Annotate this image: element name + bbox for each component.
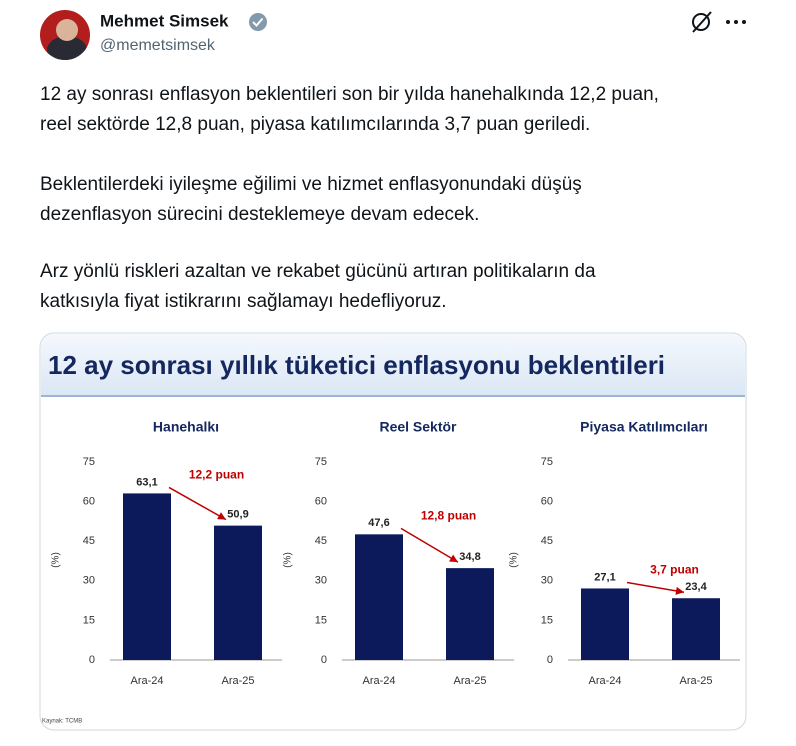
bar (672, 598, 720, 660)
x-tick-label: Ara-25 (221, 675, 254, 687)
chart-title: Hanehalkı (153, 419, 219, 435)
user-name[interactable]: Mehmet Simsek (100, 11, 229, 30)
y-tick-label: 30 (83, 575, 95, 587)
y-axis-label: (%) (283, 552, 294, 568)
x-tick-label: Ara-25 (679, 675, 712, 687)
image-title: 12 ay sonrası yıllık tüketici enflasyonu… (48, 350, 665, 380)
tweet-text: 12 ay sonrası enflasyon beklentileri son… (40, 84, 659, 312)
arrow-head (217, 512, 226, 520)
bar (123, 493, 171, 660)
y-tick-label: 45 (315, 535, 327, 547)
x-tick-label: Ara-24 (362, 675, 395, 687)
annotation-arrow (626, 581, 685, 593)
y-axis-label: (%) (51, 552, 62, 568)
text-line: dezenflasyon sürecini desteklemeye devam… (40, 204, 479, 225)
annotation-arrow (168, 486, 227, 521)
y-tick-label: 75 (315, 456, 327, 468)
chart-title: Reel Sektör (379, 419, 457, 435)
avatar[interactable] (40, 10, 90, 64)
x-tick-label: Ara-25 (453, 675, 486, 687)
y-tick-label: 0 (89, 654, 95, 666)
source-note: Kaynak: TCMB (42, 719, 82, 725)
y-tick-label: 15 (541, 614, 553, 626)
arrow-head (675, 586, 684, 595)
y-tick-label: 45 (541, 535, 553, 547)
grok-icon[interactable] (692, 11, 712, 33)
y-tick-label: 30 (315, 575, 327, 587)
annotation-arrow (400, 527, 459, 563)
value-label: 47,6 (368, 517, 389, 529)
y-axis-label: (%) (509, 552, 520, 568)
annotation: 12,2 puan (189, 468, 244, 482)
text-line: katkısıyla fiyat istikrarını sağlamayı h… (40, 291, 447, 312)
bar (355, 534, 403, 660)
y-tick-label: 45 (83, 535, 95, 547)
y-tick-label: 60 (541, 496, 553, 508)
y-tick-label: 75 (83, 456, 95, 468)
y-tick-label: 60 (315, 496, 327, 508)
annotation: 12,8 puan (421, 509, 476, 523)
y-tick-label: 15 (83, 614, 95, 626)
more-icon[interactable] (726, 20, 746, 24)
verified-badge (249, 13, 267, 31)
value-label: 50,9 (227, 509, 248, 521)
text-line: Arz yönlü riskleri azaltan ve rekabet gü… (40, 261, 596, 282)
value-label: 23,4 (685, 581, 707, 593)
annotation: 3,7 puan (650, 563, 699, 577)
value-label: 63,1 (136, 476, 157, 488)
y-tick-label: 0 (321, 654, 327, 666)
y-tick-label: 0 (547, 654, 553, 666)
y-tick-label: 75 (541, 456, 553, 468)
value-label: 34,8 (459, 551, 480, 563)
user-handle[interactable]: @memetsimsek (100, 37, 216, 54)
value-label: 27,1 (594, 571, 615, 583)
x-tick-label: Ara-24 (588, 675, 621, 687)
image-title-band (41, 334, 745, 395)
chart-title: Piyasa Katılımcıları (580, 419, 708, 435)
x-tick-label: Ara-24 (130, 675, 163, 687)
bar (581, 588, 629, 660)
arrow-head (449, 554, 458, 563)
y-tick-label: 30 (541, 575, 553, 587)
y-tick-label: 60 (83, 496, 95, 508)
text-line: reel sektörde 12,8 puan, piyasa katılımc… (40, 114, 590, 135)
bar (446, 568, 494, 660)
text-line: Beklentilerdeki iyileşme eğilimi ve hizm… (40, 174, 582, 195)
bar (214, 525, 262, 660)
y-tick-label: 15 (315, 614, 327, 626)
text-line: 12 ay sonrası enflasyon beklentileri son… (40, 84, 659, 105)
